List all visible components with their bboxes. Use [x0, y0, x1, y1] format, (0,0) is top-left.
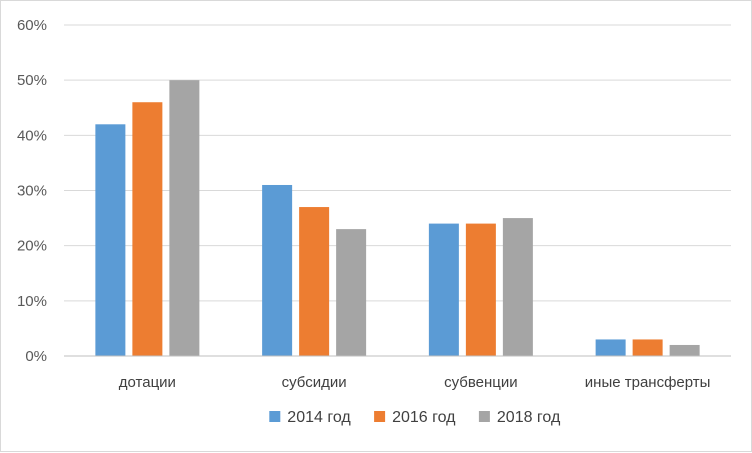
legend-swatch — [374, 411, 386, 422]
bar-2-2 — [299, 207, 330, 356]
bar-2-3 — [336, 229, 367, 356]
y-tick-label: 50% — [17, 72, 47, 89]
bar-4-1 — [595, 339, 626, 356]
y-tick-label: 10% — [17, 293, 47, 310]
bar-1-1 — [95, 124, 126, 356]
x-category-label: дотации — [119, 374, 176, 391]
bar-1-2 — [132, 102, 163, 356]
legend-label: 2016 год — [392, 409, 456, 426]
bar-4-3 — [669, 344, 700, 356]
bar-3-2 — [465, 223, 496, 356]
x-category-label: иные трансферты — [585, 374, 711, 391]
x-category-label: субсидии — [282, 374, 347, 391]
y-tick-label: 0% — [25, 348, 47, 365]
x-category-label: субвенции — [444, 374, 518, 391]
legend-swatch — [478, 411, 490, 422]
bar-2-1 — [262, 184, 293, 356]
legend-label: 2014 год — [287, 409, 351, 426]
bar-1-3 — [169, 80, 200, 357]
y-tick-label: 20% — [17, 238, 47, 255]
legend-label: 2018 год — [497, 409, 561, 426]
y-tick-label: 30% — [17, 183, 47, 200]
bar-4-2 — [632, 339, 663, 356]
y-tick-label: 40% — [17, 127, 47, 144]
y-tick-label: 60% — [17, 17, 47, 34]
legend-swatch — [269, 411, 281, 422]
bar-3-1 — [428, 223, 459, 356]
bar-3-3 — [502, 218, 533, 356]
